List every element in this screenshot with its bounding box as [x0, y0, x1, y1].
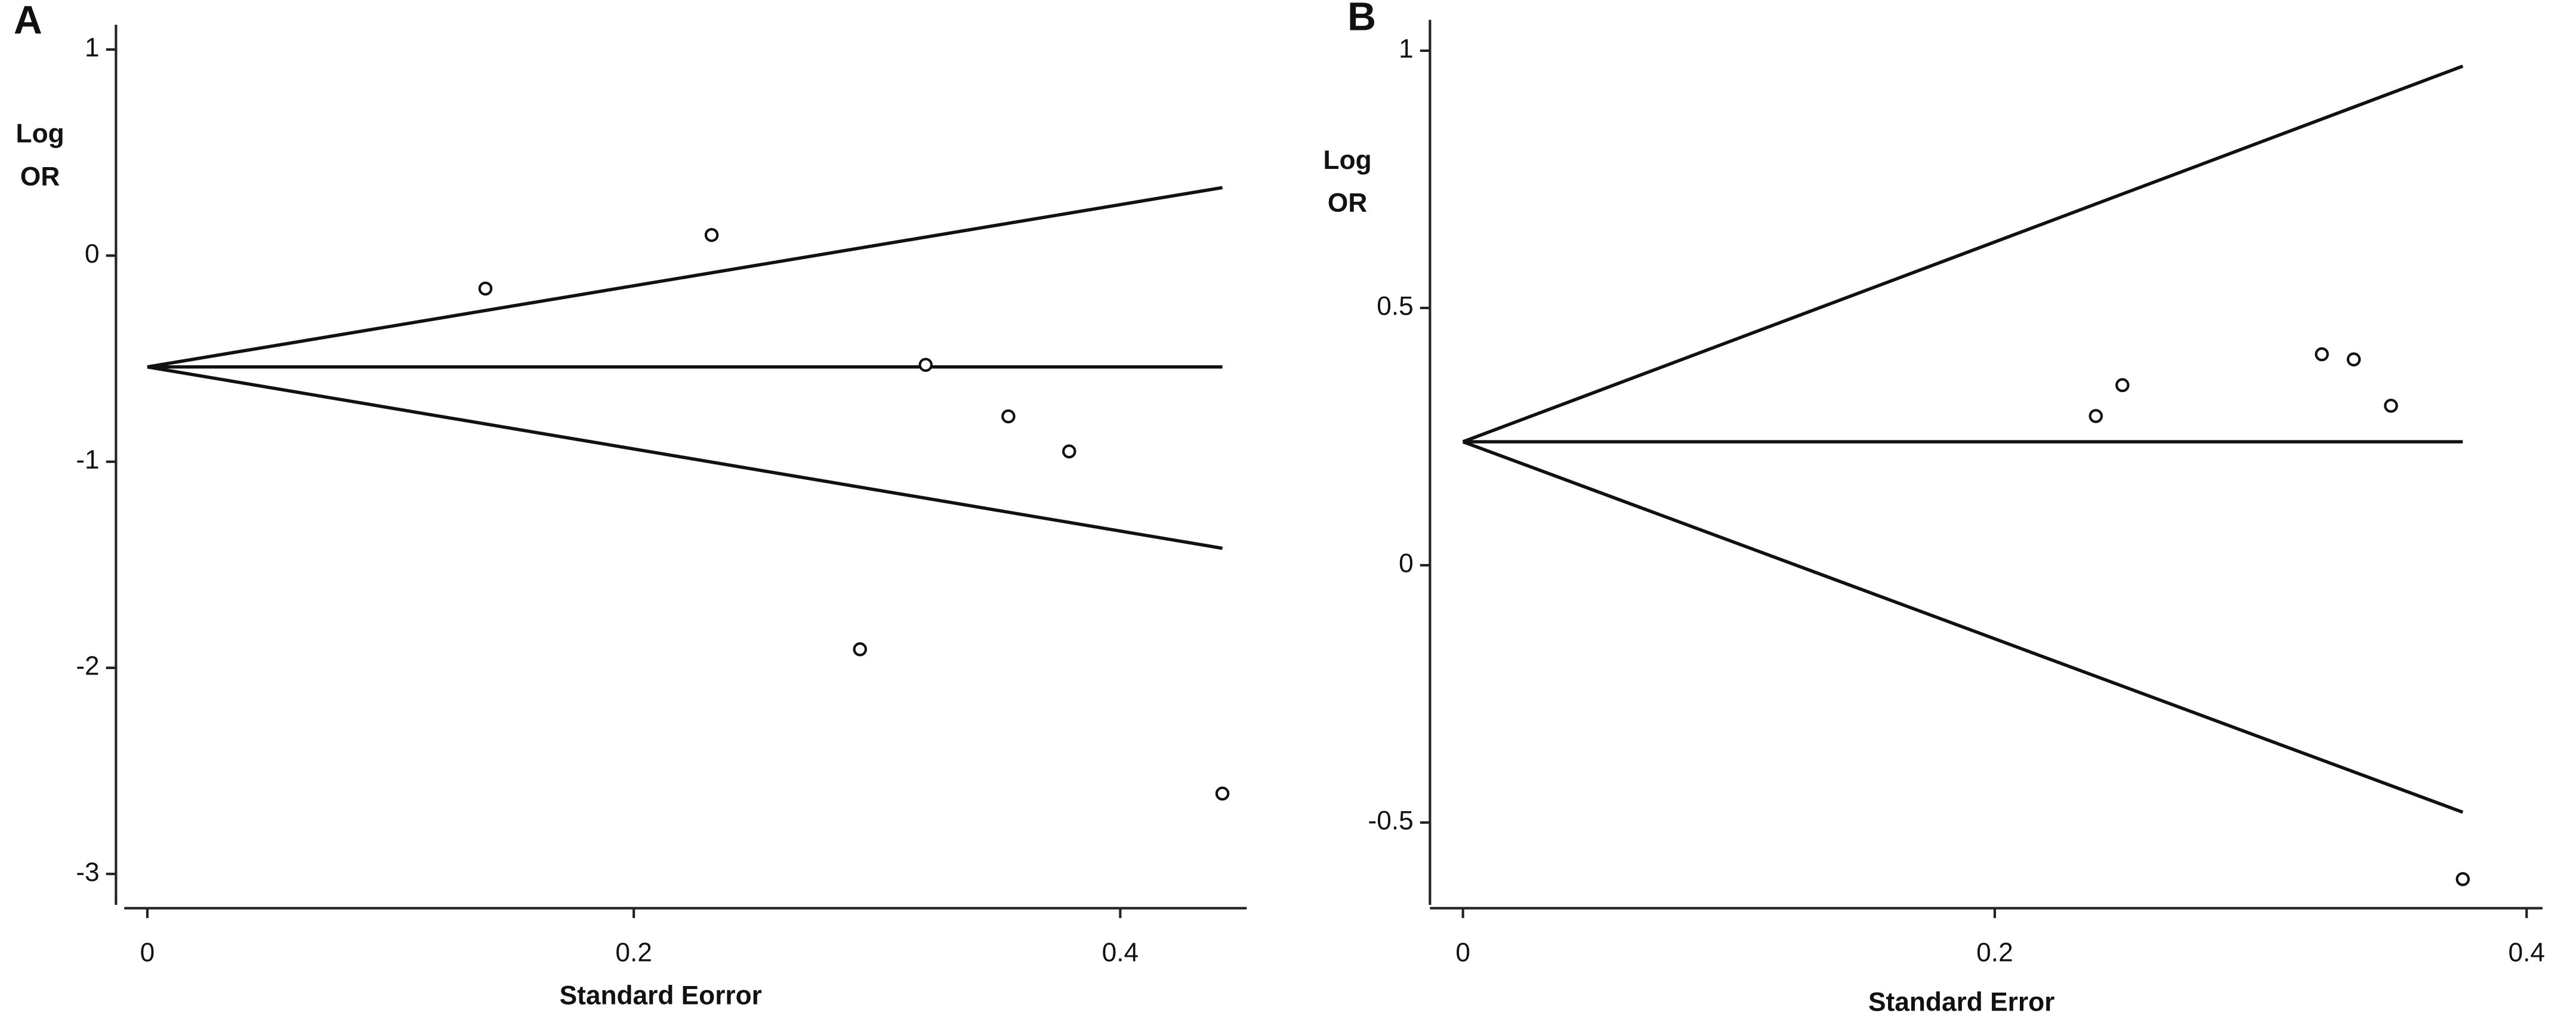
panel-label: A: [14, 0, 42, 42]
y-tick-label: -3: [76, 858, 99, 887]
x-tick-label: 0.4: [2508, 938, 2545, 968]
y-axis-label: OR: [20, 162, 60, 191]
y-tick-label: -0.5: [1368, 806, 1413, 836]
y-tick-label: 1: [1399, 35, 1414, 64]
study-point: [1062, 444, 1076, 459]
y-tick-label: -2: [76, 652, 99, 681]
study-point: [704, 227, 719, 242]
study-point: [2088, 409, 2103, 423]
study-point: [478, 281, 493, 296]
y-axis-label: OR: [1328, 189, 1367, 218]
y-tick-label: 1: [85, 33, 100, 63]
study-point: [2455, 872, 2470, 886]
x-axis-label: Standard Eorror: [560, 981, 762, 1011]
study-point: [918, 358, 933, 372]
study-point: [1215, 786, 1230, 801]
y-axis-label: Log: [1324, 146, 1372, 175]
funnel-line: [147, 186, 1223, 369]
x-tick-label: 0: [140, 938, 155, 968]
study-point: [2346, 352, 2361, 366]
y-tick-label: 0: [1399, 549, 1414, 578]
panel-label: B: [1347, 0, 1376, 39]
study-point: [853, 642, 867, 657]
study-point: [1001, 409, 1016, 424]
study-point: [2115, 378, 2130, 393]
x-tick-label: 0.4: [1102, 938, 1139, 968]
x-tick-label: 0.2: [615, 938, 652, 968]
x-tick-label: 0: [1455, 938, 1470, 968]
y-tick-label: 0: [85, 239, 100, 269]
y-tick-label: -1: [76, 445, 99, 475]
y-axis-label: Log: [16, 119, 64, 149]
x-tick-label: 0.2: [1976, 938, 2013, 968]
funnel-line: [1462, 64, 2464, 443]
funnel-line: [1462, 440, 2464, 814]
study-point: [2384, 399, 2398, 413]
x-axis-label: Standard Error: [1868, 988, 2054, 1017]
y-tick-label: 0.5: [1377, 292, 1414, 321]
funnel-line: [147, 365, 1223, 550]
study-point: [2315, 347, 2329, 362]
